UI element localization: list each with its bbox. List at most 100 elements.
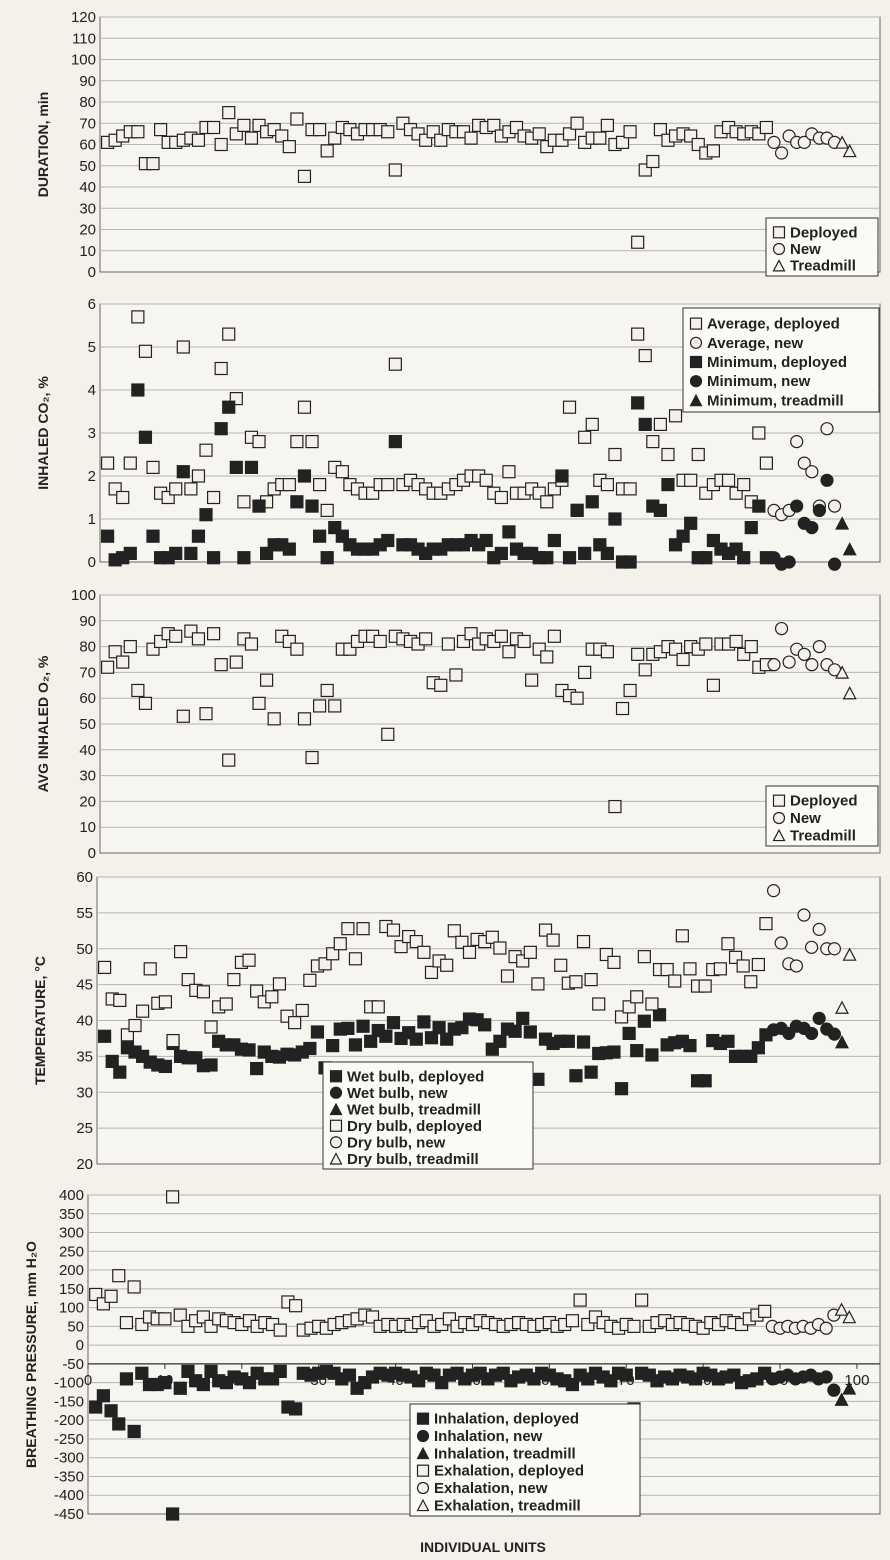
data-point	[562, 551, 577, 565]
data-point	[523, 1025, 537, 1039]
data-point	[116, 490, 130, 505]
data-point	[523, 945, 537, 959]
data-point	[561, 1034, 575, 1048]
data-point	[774, 936, 788, 950]
legend-marker	[416, 1464, 430, 1477]
data-point	[691, 447, 705, 462]
y-tick-label: 150	[59, 1281, 84, 1298]
data-point	[265, 990, 279, 1004]
data-point	[721, 937, 735, 951]
data-point	[305, 750, 319, 765]
data-point	[290, 112, 304, 126]
data-point	[812, 1011, 826, 1025]
data-point	[310, 1025, 325, 1039]
data-point	[479, 473, 493, 487]
data-point	[196, 985, 211, 999]
y-tick-label: 50	[79, 716, 96, 733]
data-point	[290, 642, 304, 656]
data-point	[348, 952, 363, 966]
data-point	[313, 123, 327, 137]
data-point	[244, 637, 259, 651]
data-point	[206, 490, 221, 505]
data-point	[751, 957, 765, 972]
data-point	[494, 490, 508, 505]
data-point	[191, 469, 206, 483]
data-point	[631, 647, 645, 661]
data-point	[835, 516, 850, 530]
panel-3: 20 25 30 35 40 45 50 55 60 TEMPERATURE, °C Wet bul…	[32, 869, 881, 1173]
data-point	[455, 935, 469, 949]
data-point	[297, 400, 312, 414]
data-point	[104, 1404, 118, 1418]
legend-box	[322, 1061, 534, 1170]
data-point	[607, 955, 621, 969]
data-point	[600, 546, 614, 561]
data-point	[842, 1309, 857, 1324]
data-point	[138, 344, 153, 358]
data-point	[320, 683, 334, 698]
data-point	[206, 627, 221, 641]
data-point	[417, 945, 431, 959]
data-point	[131, 383, 145, 397]
data-point	[184, 546, 198, 561]
y-tick-label: 60	[79, 690, 96, 707]
data-point	[381, 533, 395, 548]
data-point	[409, 934, 423, 949]
data-point	[706, 144, 720, 158]
data-point	[661, 478, 675, 492]
legend-label: Dry bulb, new	[347, 1134, 446, 1151]
data-point	[191, 133, 206, 147]
legend-marker	[416, 1412, 430, 1425]
data-point	[576, 1035, 591, 1049]
data-point	[424, 1031, 439, 1045]
legend-label: Average, new	[707, 335, 803, 352]
data-point	[676, 529, 690, 543]
y-tick-label: 10	[79, 819, 96, 836]
data-point	[305, 499, 319, 513]
data-point	[623, 125, 637, 139]
y-axis-label: BREATHING PRESSURE, mm H₂O	[23, 1241, 39, 1468]
data-point	[356, 1019, 370, 1033]
data-point	[98, 1029, 112, 1043]
data-point	[797, 456, 811, 470]
data-point	[494, 546, 508, 561]
legend-label: Minimum, new	[707, 373, 811, 390]
data-point	[295, 1003, 309, 1018]
data-point	[646, 154, 660, 169]
data-point	[237, 118, 251, 132]
data-point	[219, 997, 233, 1011]
data-point	[127, 1280, 141, 1294]
data-point	[158, 1376, 172, 1390]
legend: Average, deployed Average, new Minimum, de…	[682, 307, 880, 413]
data-point	[131, 125, 145, 139]
data-point	[608, 799, 622, 814]
y-tick-label: 4	[88, 382, 96, 399]
data-point	[127, 1424, 141, 1439]
data-point	[622, 1000, 636, 1014]
y-tick-label: 90	[79, 73, 96, 90]
y-tick-label: 30	[76, 1084, 93, 1101]
data-point	[668, 974, 682, 988]
legend-marker	[689, 355, 703, 369]
data-point	[173, 1381, 187, 1395]
data-point	[123, 546, 137, 561]
data-point	[100, 529, 115, 543]
data-point	[562, 400, 577, 414]
data-point	[578, 665, 592, 680]
y-axis-label: DURATION, min	[35, 92, 51, 198]
data-point	[713, 962, 727, 976]
data-point	[273, 1364, 287, 1378]
data-point	[638, 417, 652, 431]
data-point	[661, 447, 675, 462]
data-point	[827, 1383, 841, 1397]
data-point	[516, 1011, 530, 1025]
data-point	[356, 922, 370, 936]
data-point	[381, 478, 395, 492]
data-point	[305, 435, 319, 449]
data-point	[386, 923, 401, 937]
data-point	[668, 409, 683, 423]
y-axis-label: INHALED CO₂, %	[35, 376, 51, 490]
data-point	[135, 1366, 149, 1380]
data-point	[196, 1377, 210, 1392]
